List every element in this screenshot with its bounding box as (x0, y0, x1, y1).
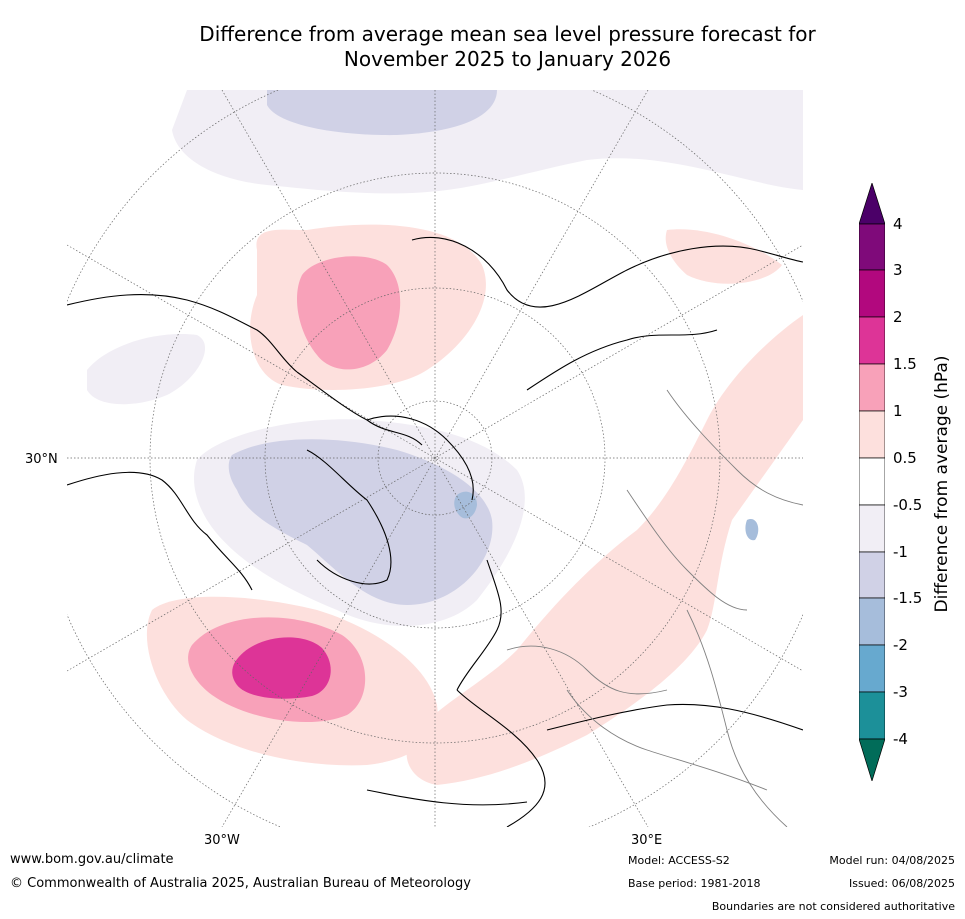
colorbar-title: Difference from average (hPa) (932, 355, 952, 613)
footer-base-period: Base period: 1981-2018 (628, 877, 761, 890)
colorbar-bin-1.5-to-2 (859, 316, 885, 365)
colorbar-bin-1-to-1.5 (859, 363, 885, 412)
colorbar-bin-neg0.5-to-neg1 (859, 504, 885, 553)
anomaly-region-central-asia-low (745, 519, 759, 541)
colorbar-tick-0.5: 0.5 (893, 449, 917, 467)
colorbar-bin-3-to-4 (859, 223, 885, 271)
colorbar-tick-neg2: -2 (893, 636, 908, 654)
anomaly-region-alaska-weak-low (87, 334, 206, 405)
colorbar-tick-3: 3 (893, 261, 903, 279)
anomaly-region-bering-high-core (297, 256, 401, 370)
title-line-2: November 2025 to January 2026 (343, 47, 672, 71)
colorbar-bin-neg1.5-to-neg2 (859, 597, 885, 646)
anomaly-region-eurasia-positive-band (406, 315, 803, 785)
anomaly-region-north-atlantic-high-core (232, 637, 331, 699)
coastlines (67, 236, 803, 827)
chart-title: Difference from average mean sea level p… (0, 22, 965, 72)
anomaly-region-arctic-low-mid (228, 439, 493, 605)
anomaly-region-arctic-low-core (454, 491, 477, 519)
anomaly-region-north-pacific-low (267, 90, 497, 136)
anomaly-region-siberia-high (665, 229, 782, 284)
footer-disclaimer: Boundaries are not considered authoritat… (711, 900, 955, 913)
pressure-anomaly-map (67, 90, 803, 827)
title-line-1: Difference from average mean sea level p… (199, 22, 816, 46)
colorbar-tick-neg3: -3 (893, 683, 908, 701)
colorbar-tick-neg1: -1 (893, 543, 908, 561)
colorbar-bin-neg3-to-neg4 (859, 691, 885, 740)
footer-issued: Issued: 06/08/2025 (848, 877, 955, 890)
colorbar-tick-neg1.5: -1.5 (893, 589, 923, 607)
colorbar (859, 183, 885, 781)
colorbar-tick-neg0.5: -0.5 (893, 496, 923, 514)
colorbar-tick-2: 2 (893, 308, 903, 326)
colorbar-bin-0.5-to-1 (859, 410, 885, 459)
axis-label-30n: 30°N (25, 452, 58, 467)
political-boundaries (506, 389, 803, 827)
colorbar-tick-1.5: 1.5 (893, 355, 917, 373)
colorbar-tick-4: 4 (893, 215, 903, 233)
colorbar-bin-2-to-3 (859, 269, 885, 318)
axis-label-30w: 30°W (204, 833, 240, 848)
footer-model-run: Model run: 04/08/2025 (829, 854, 955, 867)
footer-copyright: © Commonwealth of Australia 2025, Austra… (10, 876, 471, 891)
footer-model: Model: ACCESS-S2 (628, 854, 730, 867)
colorbar-bin-neg2-to-neg3 (859, 644, 885, 693)
colorbar-tick-1: 1 (893, 402, 903, 420)
colorbar-bin-neg1-to-neg1.5 (859, 551, 885, 599)
axis-label-30e: 30°E (631, 833, 663, 848)
colorbar-bin-neutral (859, 457, 885, 506)
colorbar-top-arrow (859, 183, 885, 225)
colorbar-bottom-arrow (859, 738, 885, 781)
colorbar-tick-neg4: -4 (893, 730, 908, 748)
footer-website-link[interactable]: www.bom.gov.au/climate (10, 852, 174, 867)
map-graticule (67, 90, 803, 827)
